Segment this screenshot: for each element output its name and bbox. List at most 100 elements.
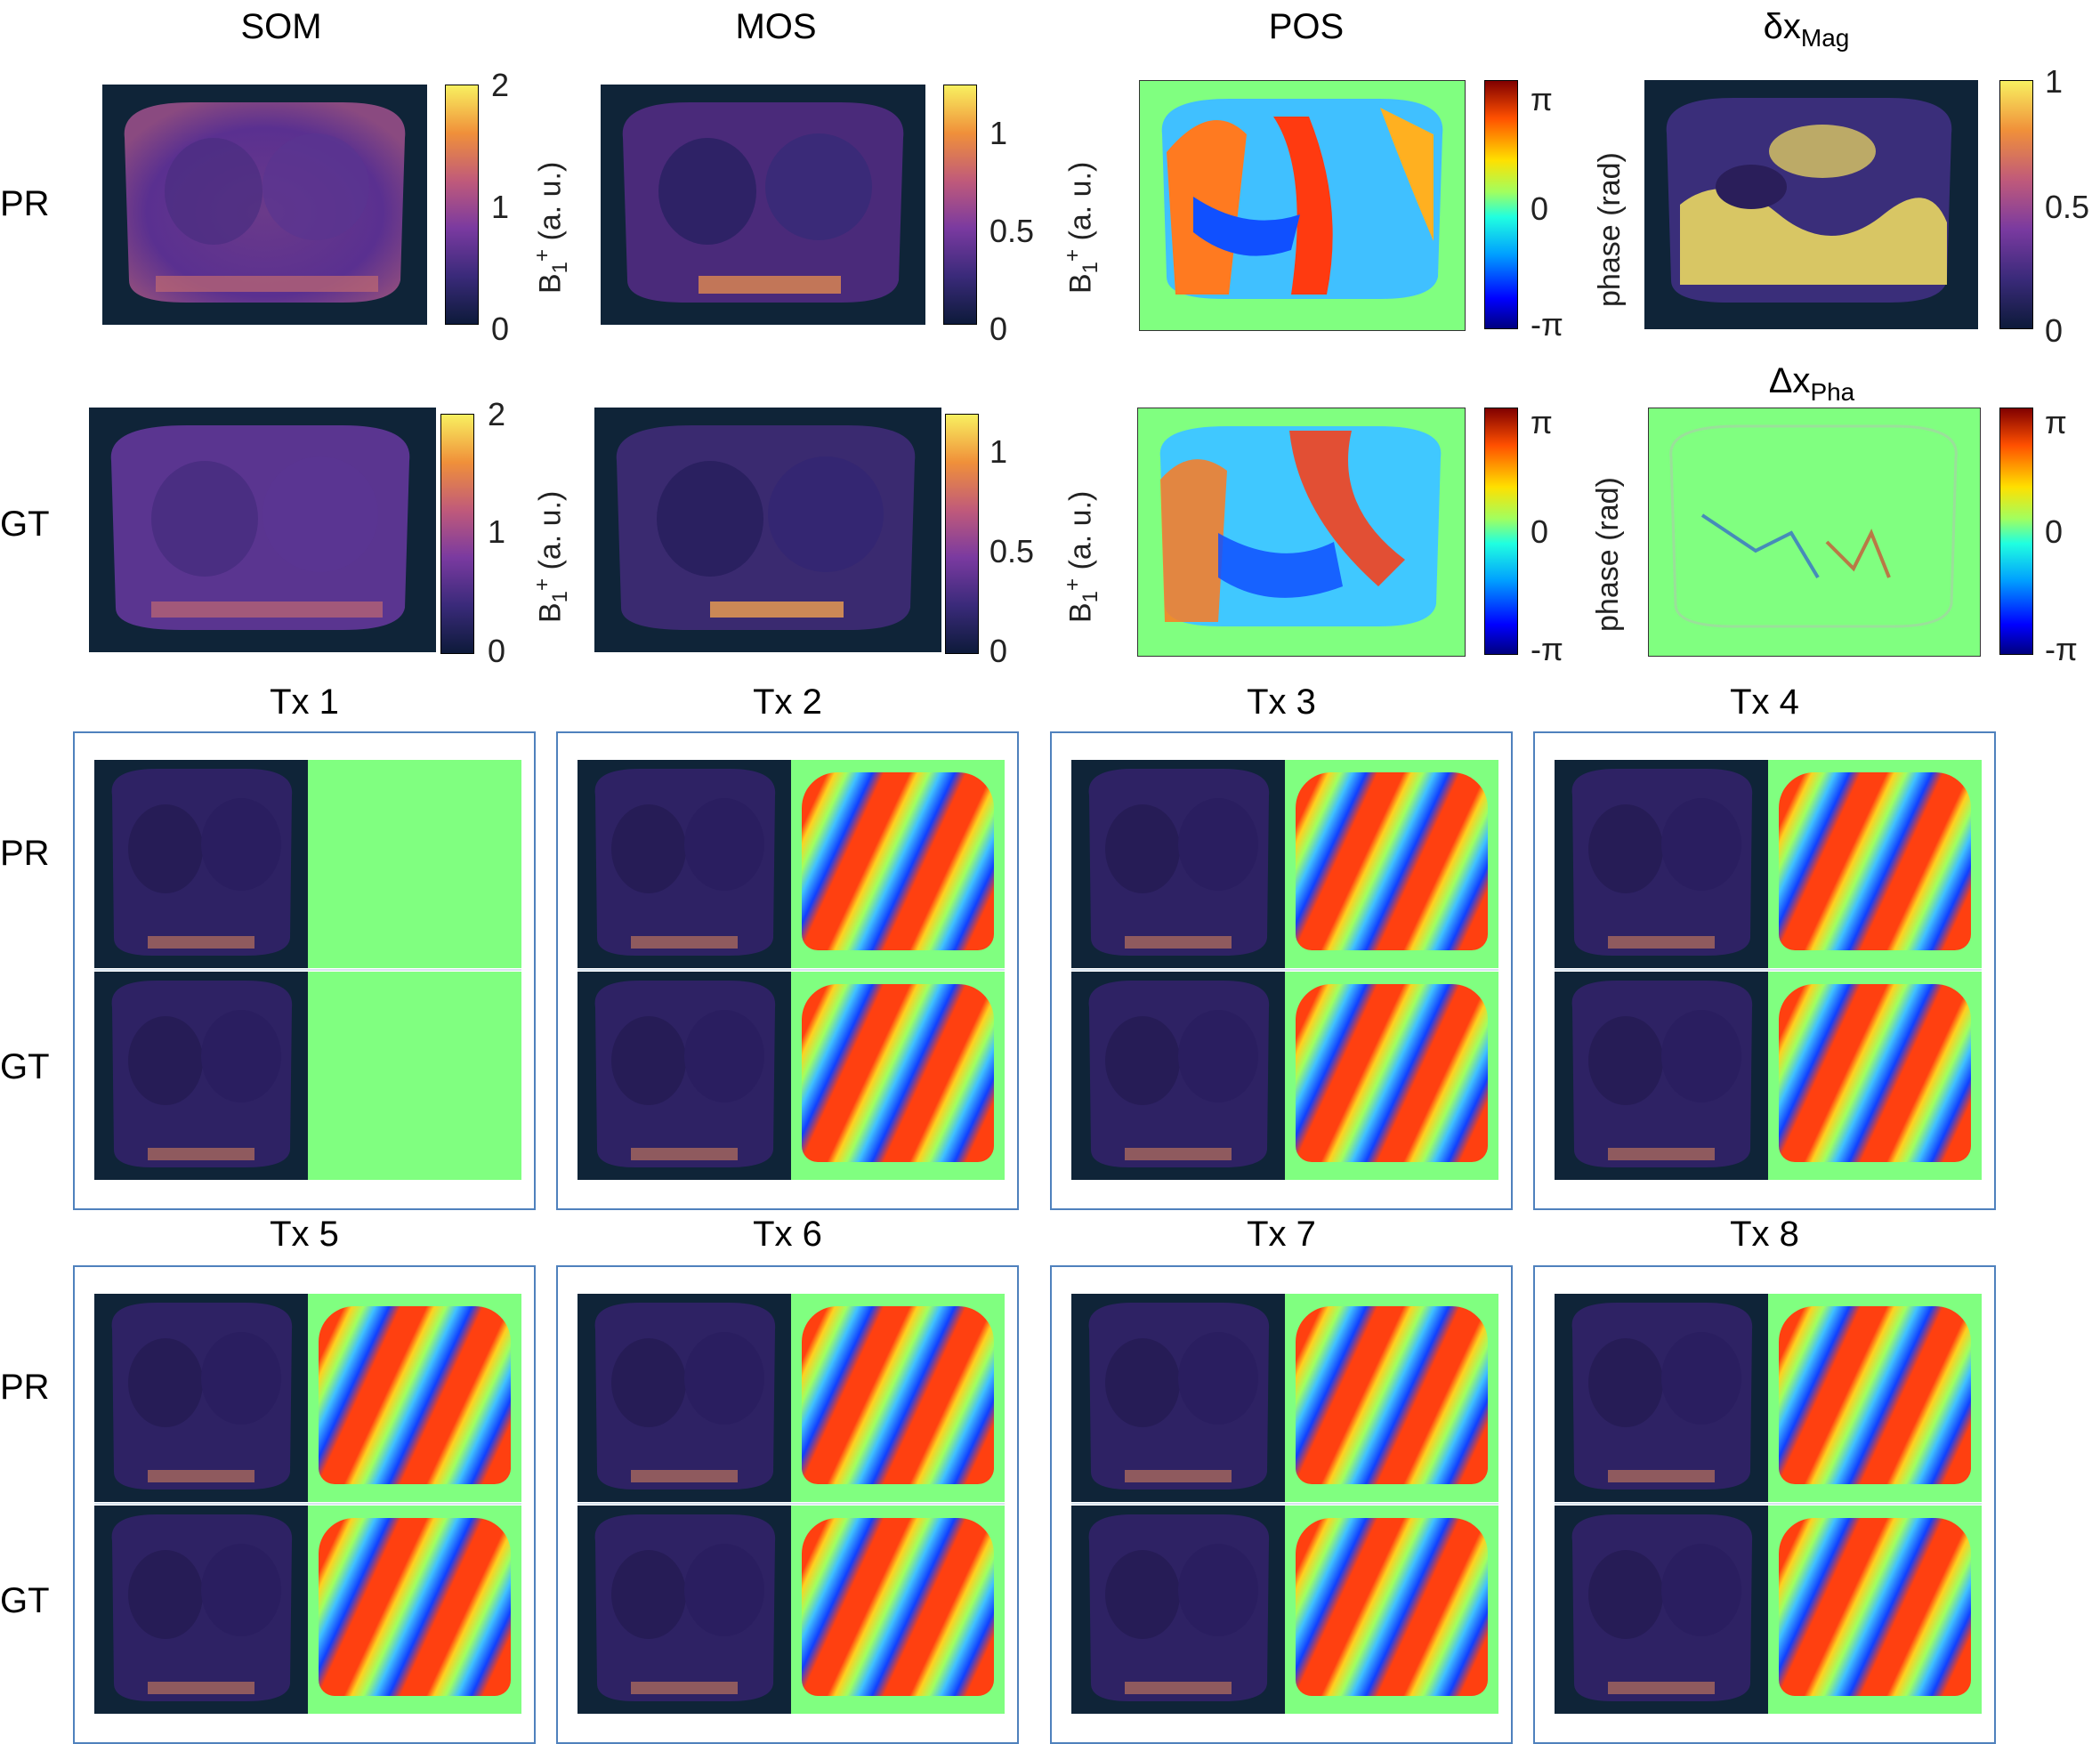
pos-gt-colorbar <box>1484 408 1518 655</box>
pos-gt-tick-top: π <box>1531 404 1553 440</box>
pos-pr-tick-bot: -π <box>1531 306 1563 343</box>
tx-8-gt-magnitude <box>1555 1506 1768 1714</box>
tx-8-separator <box>1555 1503 1982 1505</box>
tx-6-pr-phase <box>791 1294 1005 1502</box>
som-gt-colorbar <box>440 414 474 654</box>
column-title-mos: MOS <box>735 7 817 46</box>
pos-pr-ylabel: B1+ (a. u.) <box>1061 161 1103 294</box>
tx-5-gt-phase <box>308 1506 521 1714</box>
tx-3-gt-phase <box>1285 972 1498 1180</box>
mos-pr-map <box>601 85 925 325</box>
tx-3-separator <box>1071 969 1498 971</box>
tx-4-separator <box>1555 969 1982 971</box>
tx-1-gt-magnitude <box>94 972 308 1180</box>
column-title-dx-mag: δxMag <box>1763 7 1850 52</box>
pos-pr-tick-mid: 0 <box>1531 190 1549 227</box>
som-gt-tick-top: 2 <box>488 396 506 432</box>
tx-box-3 <box>1050 731 1513 1210</box>
tx-2-separator <box>578 969 1005 971</box>
tx-6-gt-magnitude <box>578 1506 791 1714</box>
mos-pr-colorbar <box>943 85 977 325</box>
tx-2-pr-phase <box>791 760 1005 968</box>
tx-4-gt-magnitude <box>1555 972 1768 1180</box>
pos-pr-map <box>1139 80 1466 331</box>
dx-mag-colorbar <box>1999 80 2033 329</box>
mos-gt-tick-mid: 0.5 <box>989 533 1035 569</box>
mos-pr-tick-top: 1 <box>989 115 1008 151</box>
tx-8-pr-magnitude <box>1555 1294 1768 1502</box>
dx-pha-tick-bot: -π <box>2045 631 2078 667</box>
dx-pha-colorbar <box>1999 408 2033 655</box>
som-pr-map <box>102 85 427 325</box>
som-pr-tick-top: 2 <box>491 67 510 103</box>
tx-5-gt-magnitude <box>94 1506 308 1714</box>
som-pr-colorbar <box>445 85 479 325</box>
tx-3-pr-magnitude <box>1071 760 1285 968</box>
pos-gt-tick-mid: 0 <box>1531 513 1549 550</box>
tx-1-pr-phase <box>308 760 521 968</box>
tx-title-4: Tx 4 <box>1730 682 1799 722</box>
column-title-pos: POS <box>1268 7 1345 46</box>
tx-1-separator <box>94 969 521 971</box>
som-gt-map <box>89 408 436 652</box>
tx-title-3: Tx 3 <box>1247 682 1316 722</box>
tx-4-gt-phase <box>1768 972 1982 1180</box>
dx-mag-ylabel: phase (rad) <box>1593 152 1627 307</box>
pos-gt-tick-bot: -π <box>1531 631 1563 667</box>
tx-box-5 <box>73 1265 536 1744</box>
tx-title-8: Tx 8 <box>1730 1215 1799 1254</box>
tx-box-8 <box>1533 1265 1996 1744</box>
tx-6-separator <box>578 1503 1005 1505</box>
dx-pha-ylabel: phase (rad) <box>1591 477 1625 632</box>
row-label-pr-tx-row1: PR <box>0 834 50 873</box>
tx-3-gt-magnitude <box>1071 972 1285 1180</box>
tx-5-pr-magnitude <box>94 1294 308 1502</box>
tx-6-pr-magnitude <box>578 1294 791 1502</box>
tx-box-2 <box>556 731 1019 1210</box>
tx-7-pr-phase <box>1285 1294 1498 1502</box>
tx-1-gt-phase <box>308 972 521 1180</box>
pos-gt-ylabel: B1+ (a. u.) <box>1061 490 1103 623</box>
dx-mag-tick-top: 1 <box>2045 63 2064 100</box>
tx-2-pr-magnitude <box>578 760 791 968</box>
dx-mag-tick-mid: 0.5 <box>2045 189 2090 225</box>
tx-4-pr-phase <box>1768 760 1982 968</box>
som-gt-tick-bot: 0 <box>488 633 506 669</box>
tx-title-2: Tx 2 <box>753 682 822 722</box>
tx-title-6: Tx 6 <box>753 1215 822 1254</box>
tx-1-pr-magnitude <box>94 760 308 968</box>
mos-pr-tick-bot: 0 <box>989 311 1008 347</box>
tx-3-pr-phase <box>1285 760 1498 968</box>
tx-7-separator <box>1071 1503 1498 1505</box>
tx-title-5: Tx 5 <box>270 1215 339 1254</box>
mos-gt-ylabel: B1+ (a. u.) <box>530 490 573 623</box>
tx-title-7: Tx 7 <box>1247 1215 1316 1254</box>
mos-gt-colorbar <box>945 414 979 654</box>
dx-pha-map <box>1648 408 1981 657</box>
row-label-pr-top: PR <box>0 184 50 223</box>
pos-pr-tick-top: π <box>1531 81 1553 117</box>
column-title-som: SOM <box>240 7 322 46</box>
som-pr-tick-mid: 1 <box>491 189 510 225</box>
pos-pr-colorbar <box>1484 80 1518 329</box>
mos-gt-tick-bot: 0 <box>989 633 1008 669</box>
som-gt-tick-mid: 1 <box>488 513 506 550</box>
row-label-gt-tx-row2: GT <box>0 1581 50 1620</box>
pos-gt-map <box>1137 408 1466 657</box>
dx-mag-map <box>1644 80 1978 329</box>
mos-pr-tick-mid: 0.5 <box>989 213 1035 249</box>
tx-8-gt-phase <box>1768 1506 1982 1714</box>
tx-4-pr-magnitude <box>1555 760 1768 968</box>
tx-box-1 <box>73 731 536 1210</box>
dx-pha-tick-top: π <box>2045 404 2067 440</box>
som-pr-tick-bot: 0 <box>491 311 510 347</box>
mos-gt-tick-top: 1 <box>989 433 1008 470</box>
tx-box-7 <box>1050 1265 1513 1744</box>
tx-5-separator <box>94 1503 521 1505</box>
tx-6-gt-phase <box>791 1506 1005 1714</box>
mos-gt-map <box>594 408 941 652</box>
tx-box-4 <box>1533 731 1996 1210</box>
tx-8-pr-phase <box>1768 1294 1982 1502</box>
dx-mag-tick-bot: 0 <box>2045 312 2064 349</box>
row-label-gt-top: GT <box>0 505 50 544</box>
